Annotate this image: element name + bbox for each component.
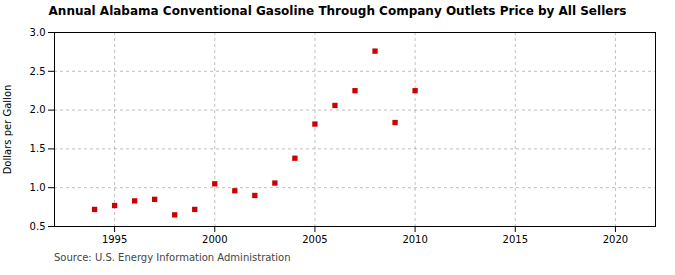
svg-text:Dollars per Gallon: Dollars per Gallon [2,85,13,175]
svg-text:1.5: 1.5 [30,143,46,154]
svg-text:0.5: 0.5 [30,221,46,232]
svg-text:1.0: 1.0 [30,182,46,193]
svg-text:2005: 2005 [302,234,327,245]
svg-text:2010: 2010 [402,234,427,245]
svg-text:2015: 2015 [503,234,528,245]
svg-text:2020: 2020 [603,234,628,245]
html-text:Source: U.S. Energy Informatio: Source: U.S. Energy Information Administ… [54,252,291,263]
svg-text:1995: 1995 [102,234,127,245]
svg-text:3.0: 3.0 [30,27,46,38]
html-text:Annual Alabama Conventional Ga: Annual Alabama Conventional Gasoline Thr… [48,4,627,18]
svg-text:2.0: 2.0 [30,104,46,115]
svg-text:2000: 2000 [202,234,227,245]
svg-text:2.5: 2.5 [30,66,46,77]
